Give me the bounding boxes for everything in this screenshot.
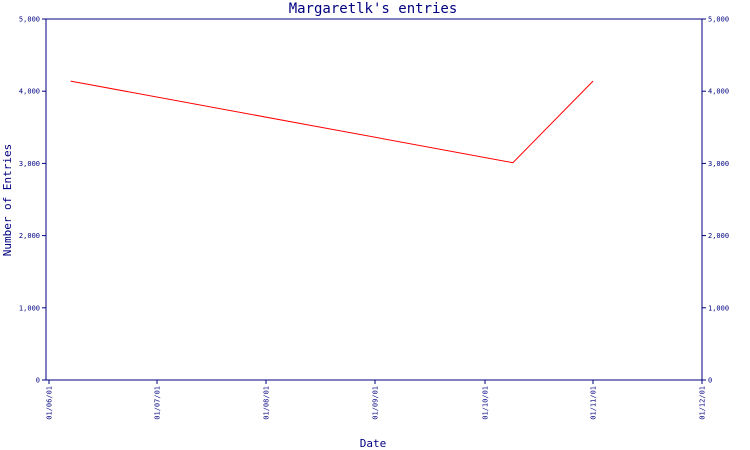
x-axis-label: Date: [360, 437, 387, 450]
y-tick-label-left: 4,000: [19, 88, 40, 96]
y-tick-label-left: 2,000: [19, 232, 40, 240]
y-tick-label-left: 1,000: [19, 304, 40, 312]
y-tick-label-right: 0: [708, 377, 712, 385]
x-tick-label: 01/11/01: [590, 386, 598, 420]
y-tick-label-left: 3,000: [19, 160, 40, 168]
x-tick-label: 01/06/01: [46, 386, 54, 420]
x-tick-label: 01/08/01: [263, 386, 271, 420]
series-line: [70, 80, 594, 164]
y-tick-label-right: 2,000: [708, 232, 729, 240]
x-axis: 01/06/01 01/07/01 01/08/01 01/09/01 01/10/01…: [46, 380, 707, 420]
y-tick-label-right: 5,000: [708, 16, 729, 24]
x-tick-label: 01/09/01: [372, 386, 380, 420]
y-axis-left: 0 1,000 2,000 3,000 4,000 5,000: [19, 16, 46, 385]
x-tick-label: 01/10/01: [482, 386, 490, 420]
y-axis-right: 0 1,000 2,000 3,000 4,000 5,000: [702, 16, 729, 385]
chart-title: Margaretlk's entries: [289, 1, 458, 17]
y-tick-label-right: 1,000: [708, 304, 729, 312]
plot-frame: [45, 18, 703, 381]
y-tick-label-right: 3,000: [708, 160, 729, 168]
y-axis-label: Number of Entries: [1, 144, 14, 257]
y-tick-label-right: 4,000: [708, 88, 729, 96]
x-tick-label: 01/12/01: [699, 386, 707, 420]
x-tick-label: 01/07/01: [154, 386, 162, 420]
y-tick-label-left: 0: [36, 377, 40, 385]
y-tick-label-left: 5,000: [19, 16, 40, 24]
series-layer: [70, 80, 594, 164]
